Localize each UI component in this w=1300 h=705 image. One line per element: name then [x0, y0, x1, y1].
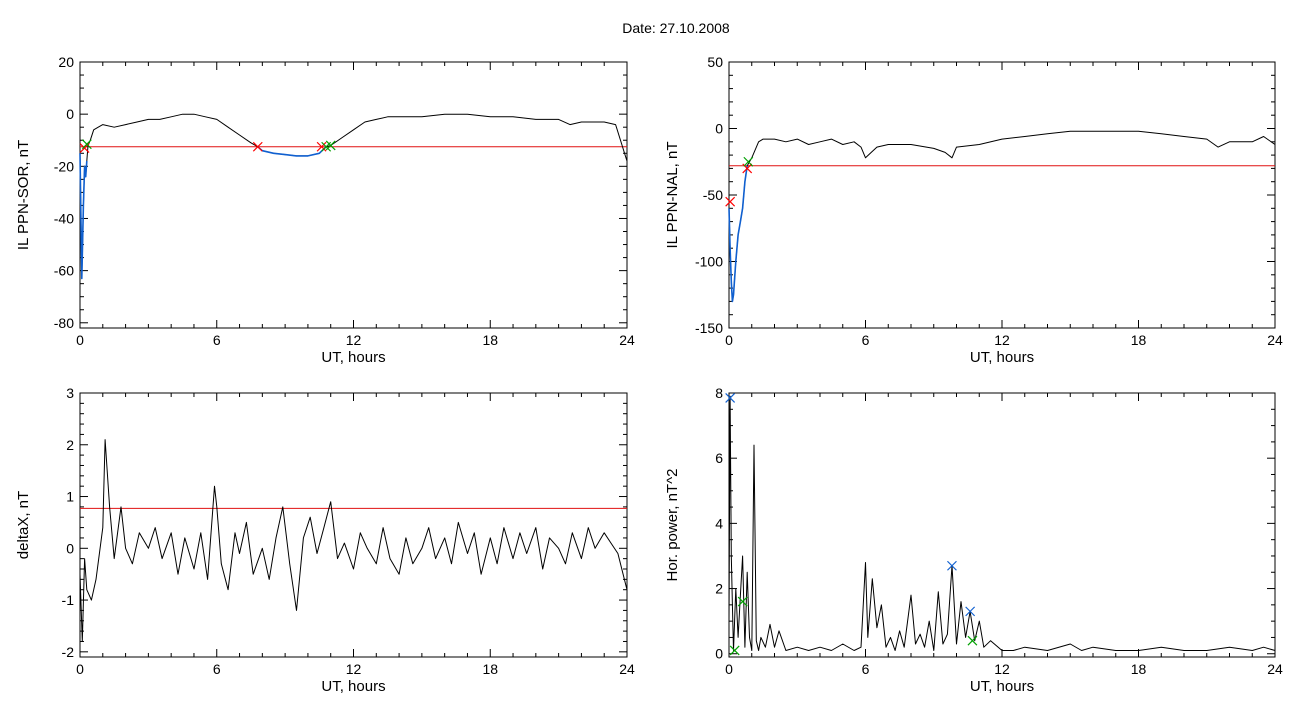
plot-frame [79, 392, 628, 658]
series-line [728, 130, 1276, 302]
cross-marker [737, 596, 748, 607]
x-axis-label: UT, hours [321, 349, 385, 366]
series-line [79, 439, 628, 642]
cross-marker-stroke [316, 141, 327, 152]
x-tick-label: 18 [482, 332, 498, 348]
x-tick-label: 12 [346, 332, 362, 348]
y-tick-label: 0 [66, 106, 74, 122]
y-tick-label: 6 [715, 450, 723, 466]
y-tick-label: -60 [54, 263, 74, 279]
x-tick-label: 12 [994, 332, 1010, 348]
cross-marker-stroke [737, 596, 748, 607]
y-axis-label: Hor. power, nT^2 [664, 469, 681, 582]
x-tick-label: 12 [994, 661, 1010, 677]
cross-marker [967, 635, 978, 646]
cross-marker [725, 392, 736, 403]
selection-line [728, 165, 748, 303]
y-tick-label: -150 [695, 320, 723, 336]
cross-marker-stroke [252, 141, 263, 152]
x-tick-label: 6 [862, 332, 870, 348]
x-tick-label: 0 [76, 661, 84, 677]
y-tick-label: -50 [703, 187, 723, 203]
y-tick-label: 1 [66, 489, 74, 505]
y-tick-label: 8 [715, 385, 723, 401]
y-tick-label: -2 [62, 644, 75, 660]
y-tick-label: 2 [715, 581, 723, 597]
cross-marker-stroke [325, 140, 336, 151]
x-tick-label: 0 [725, 332, 733, 348]
cross-marker [252, 141, 263, 152]
cross-marker [729, 645, 740, 656]
x-tick-label: 24 [1267, 332, 1283, 348]
x-tick-label: 24 [1267, 661, 1283, 677]
y-axis-label: IL PPN-NAL, nT [664, 142, 681, 249]
x-tick-label: 18 [1131, 661, 1147, 677]
y-tick-label: -1 [62, 592, 75, 608]
y-tick-label: 20 [58, 54, 74, 70]
cross-marker-stroke [947, 560, 957, 571]
x-tick-label: 18 [1131, 332, 1147, 348]
y-axis-label: IL PPN-SOR, nT [15, 140, 32, 250]
x-tick-label: 12 [346, 661, 362, 677]
cross-marker-stroke [967, 635, 978, 646]
cross-marker-stroke [81, 139, 92, 150]
x-axis-label: UT, hours [970, 349, 1034, 366]
cross-marker [325, 140, 336, 151]
cross-marker [316, 141, 327, 152]
x-tick-label: 6 [213, 332, 221, 348]
chart-panel: 0 6 12 18 24 -80 -60 -40 -20 0 20 UT, hours IL PPN-S… [15, 54, 635, 366]
plot-frame [728, 61, 1276, 329]
x-tick-label: 18 [482, 661, 498, 677]
cross-marker-stroke [725, 196, 736, 207]
cross-marker [965, 606, 976, 617]
cross-marker-stroke [742, 163, 753, 174]
y-tick-label: -80 [54, 315, 74, 331]
selection-line [257, 146, 327, 157]
cross-marker-stroke [965, 606, 976, 617]
cross-marker [725, 196, 736, 207]
series-line [728, 395, 1276, 651]
y-tick-label: 0 [66, 540, 74, 556]
x-tick-label: 24 [619, 332, 635, 348]
y-tick-label: 0 [715, 121, 723, 137]
cross-marker-stroke [729, 645, 740, 656]
x-tick-label: 6 [213, 661, 221, 677]
cross-marker [81, 139, 92, 150]
y-tick-label: -40 [54, 210, 74, 226]
x-axis-label: UT, hours [970, 678, 1034, 695]
y-tick-label: 4 [715, 515, 723, 531]
y-tick-label: 0 [715, 646, 723, 662]
selection-line [79, 153, 88, 280]
y-tick-label: 2 [66, 437, 74, 453]
y-tick-label: -20 [54, 158, 74, 174]
y-tick-label: 3 [66, 385, 74, 401]
cross-marker-stroke [725, 392, 736, 403]
cross-marker-stroke [743, 156, 754, 167]
x-tick-label: 6 [862, 661, 870, 677]
y-axis-label: deltaX, nT [15, 491, 32, 559]
plot-frame [728, 392, 1276, 658]
cross-marker [743, 156, 754, 167]
plot-frame [79, 61, 628, 329]
page-title: Date: 27.10.2008 [622, 20, 730, 36]
x-tick-label: 24 [619, 661, 635, 677]
y-tick-label: -100 [695, 254, 723, 270]
chart-panel: 0 6 12 18 24 -150 -100 -50 0 50 UT, hours IL PPN-NA… [664, 54, 1283, 366]
cross-marker [947, 560, 957, 571]
x-tick-label: 0 [76, 332, 84, 348]
x-tick-label: 0 [725, 661, 733, 677]
series-line [79, 113, 628, 279]
y-tick-label: 50 [707, 54, 723, 70]
x-axis-label: UT, hours [321, 678, 385, 695]
